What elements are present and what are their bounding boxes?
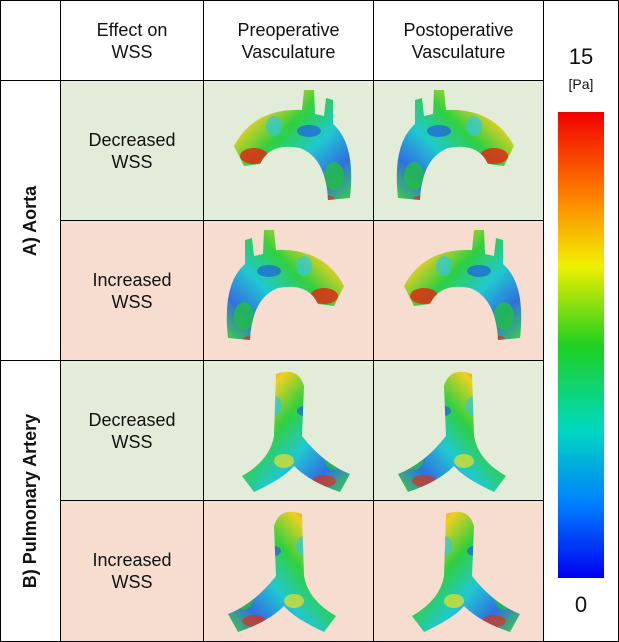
vessel-image xyxy=(384,506,534,636)
vessel-image xyxy=(384,86,534,216)
vessel-image xyxy=(214,226,364,356)
effect-text: WSS xyxy=(88,431,175,453)
header-text: Preoperative xyxy=(237,19,339,41)
table-cell xyxy=(373,80,544,221)
vessel-image xyxy=(384,226,534,356)
header-text: Postoperative xyxy=(403,19,513,41)
group-label: A) Aorta xyxy=(20,185,42,255)
group-label: B) Pulmonary Artery xyxy=(20,414,42,588)
colorbar xyxy=(558,112,604,578)
effect-text: WSS xyxy=(92,291,171,313)
table-cell xyxy=(203,80,374,221)
table-cell xyxy=(203,220,374,361)
colorbar-max: 15 xyxy=(543,44,619,70)
figure: Effect onWSS PreoperativeVasculature Pos… xyxy=(0,0,619,642)
table-cell xyxy=(373,360,544,501)
corner-cell xyxy=(0,0,61,81)
effect-text: Increased xyxy=(92,549,171,571)
vessel-image xyxy=(214,366,364,496)
effect-text: WSS xyxy=(88,151,175,173)
header-text: Effect on xyxy=(97,19,168,41)
vessel-image xyxy=(214,86,364,216)
colorbar-min: 0 xyxy=(543,592,619,618)
header-text: WSS xyxy=(97,41,168,63)
vessel-image xyxy=(384,366,534,496)
table-cell xyxy=(373,220,544,361)
table-cell xyxy=(203,500,374,642)
table-cell xyxy=(373,500,544,642)
effect-text: WSS xyxy=(92,571,171,593)
header-text: Vasculature xyxy=(403,41,513,63)
effect-text: Increased xyxy=(92,269,171,291)
header-text: Vasculature xyxy=(237,41,339,63)
effect-text: Decreased xyxy=(88,409,175,431)
vessel-image xyxy=(214,506,364,636)
effect-text: Decreased xyxy=(88,129,175,151)
group-cell: B) Pulmonary Artery xyxy=(0,360,61,642)
table-cell xyxy=(203,360,374,501)
colorbar-unit: [Pa] xyxy=(543,76,619,92)
group-cell: A) Aorta xyxy=(0,80,61,361)
